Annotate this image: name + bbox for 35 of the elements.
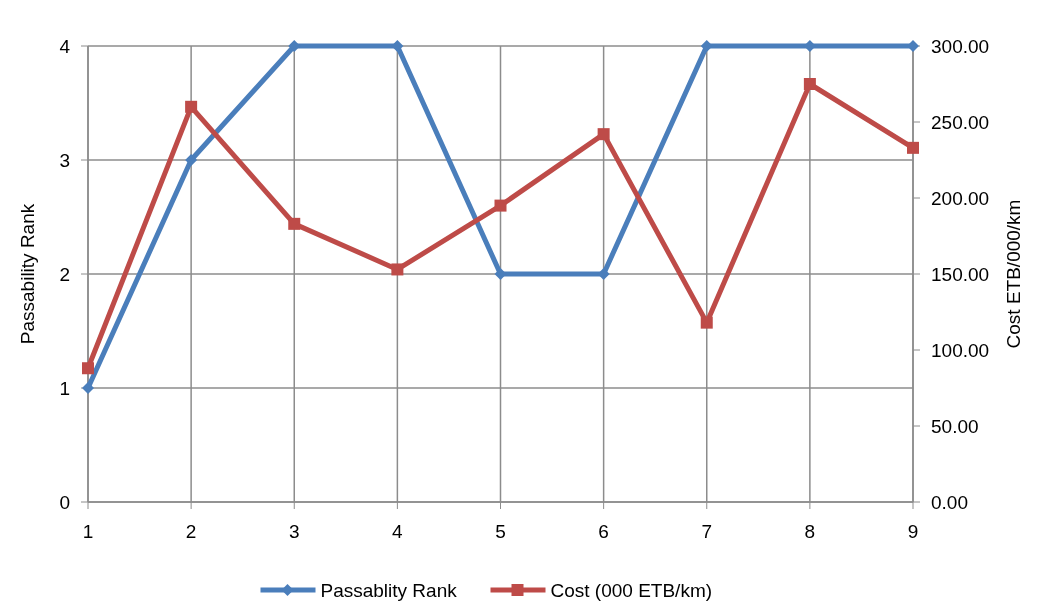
x-tick-label: 7: [701, 521, 713, 542]
y2-tick-label: 300.00: [931, 35, 990, 57]
y-tick-label: 0: [59, 491, 70, 513]
point: [803, 78, 816, 90]
y2-tick-label: 200.00: [931, 187, 990, 209]
x-tick-label: 5: [495, 521, 506, 542]
x-tick-label: 4: [392, 521, 404, 542]
point: [494, 199, 507, 212]
x-tick-label: 3: [288, 521, 300, 542]
y2-tick-label: 100.00: [931, 339, 990, 361]
x-tick-label: 6: [598, 521, 609, 542]
x-tick-label: 2: [185, 521, 197, 542]
legend-label: Cost (000 ETB/km): [550, 579, 713, 601]
point: [391, 263, 404, 276]
point: [288, 217, 301, 230]
x-tick-label: 1: [82, 521, 94, 542]
point: [700, 316, 713, 329]
y2-tick-label: 250.00: [931, 111, 990, 133]
y-tick-label: 2: [59, 263, 70, 285]
point: [185, 100, 198, 113]
y-tick-label: 1: [59, 377, 70, 399]
point: [907, 141, 919, 154]
x-tick-label: 9: [907, 521, 919, 542]
point: [82, 362, 94, 375]
y2-tick-label: 50.00: [931, 415, 979, 437]
legend-label: Passablity Rank: [320, 579, 458, 601]
y2-tick-label: 150.00: [931, 263, 990, 285]
y-axis-title: Passability Rank: [17, 203, 38, 345]
y-tick-label: 4: [59, 35, 71, 57]
y2-tick-label: 0.00: [931, 491, 968, 513]
point: [597, 128, 610, 141]
point: [185, 154, 198, 166]
y2-axis-title: Cost ETB/000/km: [1003, 199, 1024, 349]
y-tick-label: 3: [59, 149, 70, 171]
x-tick-label: 8: [804, 521, 816, 542]
